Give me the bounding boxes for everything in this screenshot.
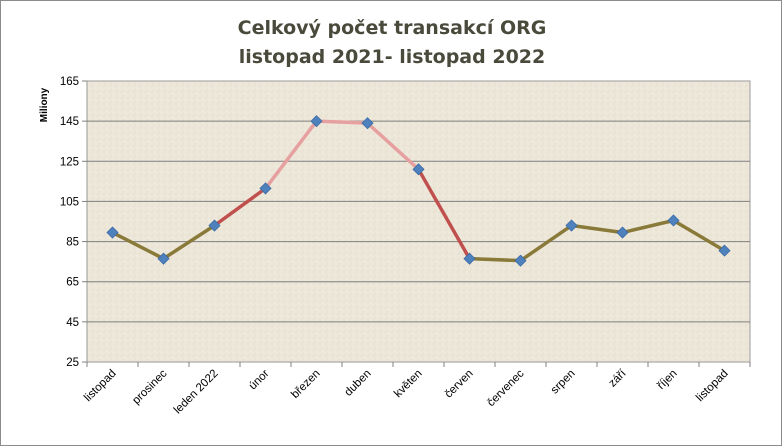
y-tick-label: 145 [60,116,79,128]
data-point-marker [259,182,272,195]
chart-title-line-1: Celkový počet transakcí ORG [238,17,547,39]
line-segment [110,230,166,261]
data-point-marker [616,226,629,239]
series-line [110,119,727,263]
x-tick-label: listopad [694,368,731,405]
series-markers [106,115,731,267]
line-segment [518,223,574,263]
data-point-marker [208,219,221,232]
data-point-marker [667,214,680,227]
data-point-marker [463,252,476,265]
x-tick-label: květen [392,368,424,400]
y-tick-label: 105 [60,196,79,208]
y-tick-label: 85 [66,237,79,249]
data-point-marker [718,244,731,257]
y-tick-label: 45 [66,317,79,329]
line-segment [569,223,625,235]
x-tick-label: březen [289,368,322,401]
x-tick-label: červenec [485,367,527,409]
data-point-marker [106,226,119,239]
y-tick-label: 165 [60,76,79,88]
data-point-marker [157,252,170,265]
x-tick-label: listopad [82,368,119,405]
y-axis-ticks: 25 45 65 85 105 125 145 165 [60,76,87,369]
data-point-marker [565,219,578,232]
line-segment [416,167,472,261]
data-point-marker [514,254,527,267]
line-segment [161,223,217,261]
x-tick-label: srpen [549,368,578,397]
line-segment [365,121,421,172]
data-point-marker [412,163,425,176]
line-segment [212,186,268,228]
y-axis-label: Miliony [39,87,50,122]
gridlines [87,120,750,323]
x-axis-ticks: listopad prosinec leden 2022 únor březen dube… [82,362,751,417]
line-segment [314,119,370,125]
data-point-marker [310,115,323,128]
line-segment [671,218,727,253]
line-segment [467,256,523,263]
line-segment [263,119,319,191]
x-tick-label: leden 2022 [172,368,221,417]
chart-title-line-2: listopad 2021- listopad 2022 [239,46,545,68]
y-tick-label: 125 [60,156,79,168]
x-tick-label: duben [343,368,374,399]
x-tick-label: říjen [655,368,679,392]
data-point-marker [361,117,374,130]
line-segment [620,218,676,235]
y-tick-label: 25 [66,357,79,369]
x-tick-label: únor [247,368,272,393]
x-tick-label: červen [443,368,476,401]
x-tick-label: prosinec [130,367,169,406]
plot-area [86,80,751,363]
x-tick-label: září [607,367,630,390]
y-tick-label: 65 [66,277,79,289]
